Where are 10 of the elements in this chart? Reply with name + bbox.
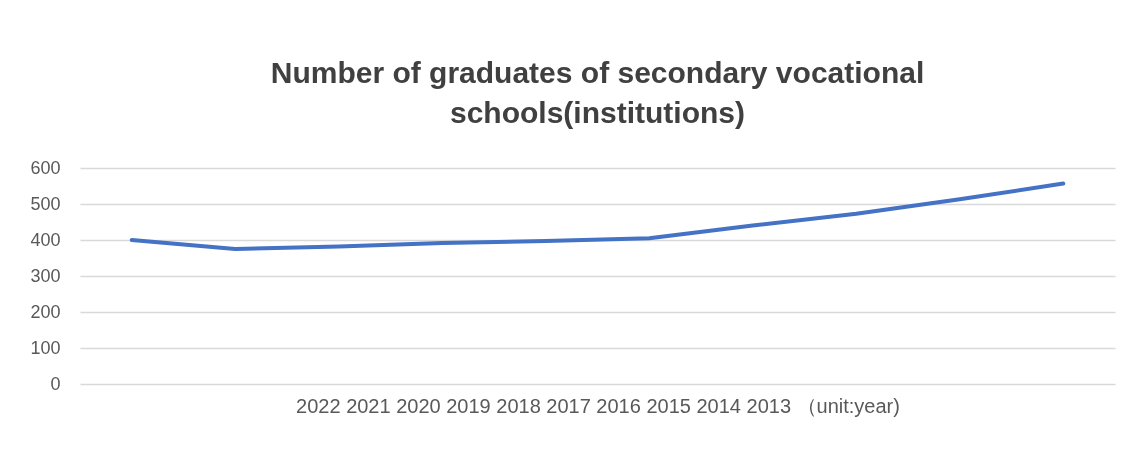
line-series [129,181,1066,251]
y-tick-label: 300 [30,265,61,286]
x-axis-title: 2022 2021 2020 2019 2018 2017 2016 2015 2014 2013 （unit:year) [296,394,900,417]
y-tick-label: 200 [30,301,61,322]
y-tick-label: 400 [30,229,61,250]
y-tick-label: 600 [30,157,61,178]
y-tick-label: 100 [30,337,61,358]
y-tick-label: 0 [50,373,61,394]
y-tick-label: 500 [30,193,61,214]
chart-title: Number of graduates of secondary vocational schools(institutions) [270,56,925,129]
